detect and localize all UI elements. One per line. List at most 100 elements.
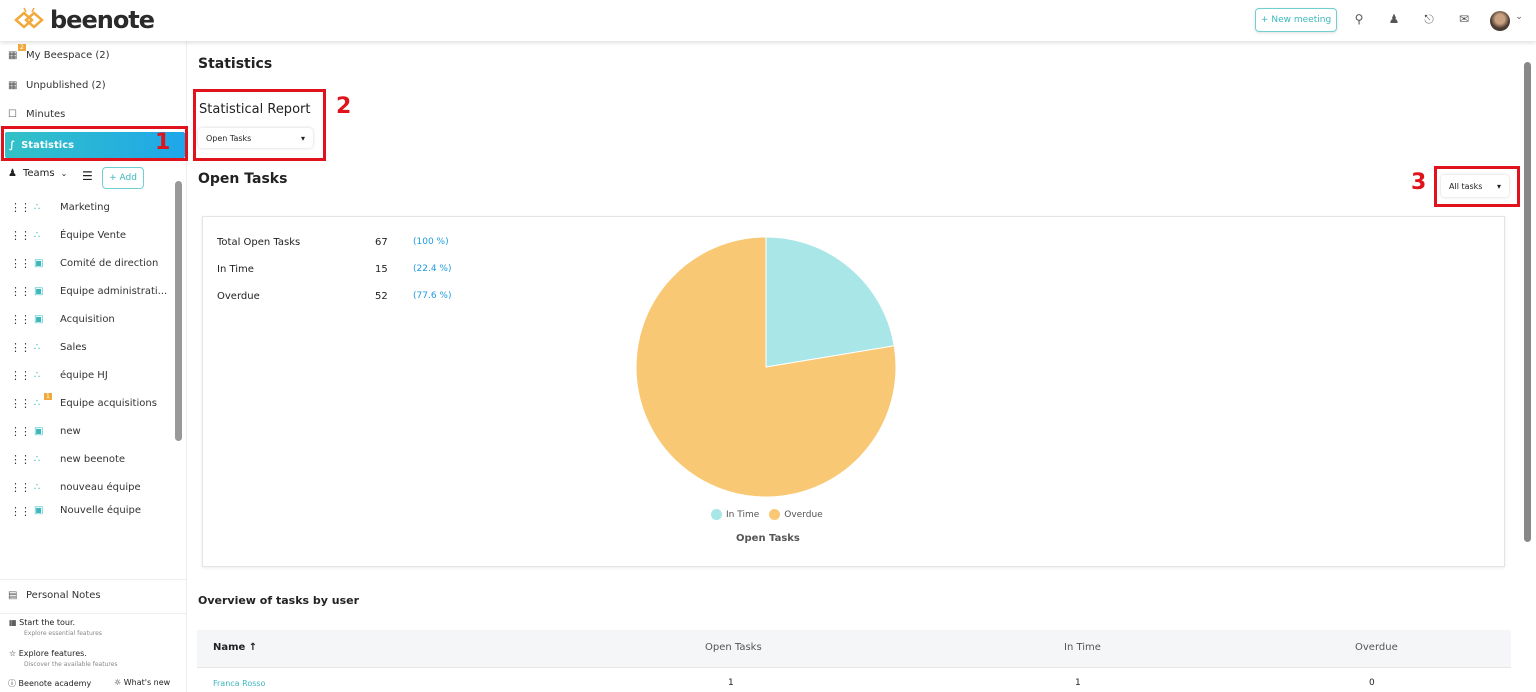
badge: 2 <box>18 44 26 51</box>
stat-value: 52 <box>375 291 388 302</box>
team-item[interactable]: ⋮⋮ ∴ équipe HJ <box>10 368 108 382</box>
stat-label: In Time <box>217 264 254 275</box>
add-team-button[interactable]: + Add <box>102 167 144 189</box>
calendar-icon: ▦ <box>8 80 18 91</box>
personal-notes[interactable]: ▤ Personal Notes <box>0 579 187 613</box>
whats-new-link[interactable]: ☼ What's new <box>114 678 171 687</box>
overview-title: Overview of tasks by user <box>198 594 360 607</box>
legend-in-time[interactable]: In Time <box>711 509 759 520</box>
caret-down-icon: ▾ <box>1496 181 1501 191</box>
team-item[interactable]: ⋮⋮ ∴ new beenote <box>10 452 126 466</box>
team-item[interactable]: ⋮⋮ ▣ new <box>10 424 81 438</box>
team-item[interactable]: ⋮⋮ ▣ Comité de direction <box>10 256 159 270</box>
col-in-time[interactable]: In Time <box>1064 642 1101 653</box>
team-item[interactable]: ⋮⋮ ∴ Marketing <box>10 200 110 214</box>
stat-percent: (22.4 %) <box>413 264 452 274</box>
pie-chart <box>635 236 897 498</box>
drag-handle-icon[interactable]: ⋮⋮ <box>10 424 31 438</box>
team-item[interactable]: ⋮⋮ ∴ Sales <box>10 340 87 354</box>
new-meeting-button[interactable]: + New meeting <box>1255 8 1337 32</box>
drag-handle-icon[interactable]: ⋮⋮ <box>10 200 31 214</box>
team-item[interactable]: ⋮⋮ ∴ Equipe acquisitions 1 <box>10 393 157 410</box>
help-icon: ⓘ <box>8 679 16 688</box>
drag-handle-icon[interactable]: ⋮⋮ <box>10 505 31 518</box>
group-icon: ∴ <box>34 201 41 213</box>
table-row: Franca Rosso 1 1 0 <box>197 669 1511 692</box>
bell-icon[interactable]: ⎋ <box>1424 12 1434 26</box>
annotation-number-3: 3 <box>1411 170 1427 195</box>
drag-handle-icon[interactable]: ⋮⋮ <box>10 396 31 410</box>
group-icon: ∴ <box>34 453 41 465</box>
drag-handle-icon[interactable]: ⋮⋮ <box>10 452 31 466</box>
team-item[interactable]: ⋮⋮ ∴ nouveau équipe <box>10 480 141 494</box>
group-icon: ∴ <box>34 397 41 409</box>
mail-icon[interactable]: ✉ <box>1458 12 1470 26</box>
report-select[interactable]: Open Tasks ▾ <box>198 128 313 148</box>
drag-handle-icon[interactable]: ⋮⋮ <box>10 340 31 354</box>
start-tour-link[interactable]: ▦ Start the tour. Explore essential featu… <box>9 618 102 637</box>
nav-statistics[interactable]: ∫ Statistics <box>5 132 185 158</box>
drag-handle-icon[interactable]: ⋮⋮ <box>10 256 31 270</box>
team-item[interactable]: ⋮⋮ ▣ Equipe administrati... <box>10 284 168 298</box>
col-overdue[interactable]: Overdue <box>1355 642 1398 653</box>
stat-row: Total Open Tasks 67 (100 %) <box>217 237 449 248</box>
stat-label: Total Open Tasks <box>217 237 301 248</box>
drag-handle-icon[interactable]: ⋮⋮ <box>10 284 31 298</box>
explore-features-link[interactable]: ☆ Explore features. Discover the availabl… <box>9 649 118 668</box>
table-header: Name ↑ Open Tasks In Time Overdue <box>197 630 1511 668</box>
section-title: Open Tasks <box>198 171 288 187</box>
teams-toggle[interactable]: ♟ Teams ⌄ <box>8 168 68 179</box>
cell-overdue: 0 <box>1369 678 1375 688</box>
group-icon: ∴ <box>34 369 41 381</box>
user-link[interactable]: Franca Rosso <box>213 679 266 688</box>
pie-slice-in-time[interactable] <box>765 236 895 368</box>
page-title: Statistics <box>198 56 273 72</box>
search-icon[interactable]: ⚲ <box>1354 12 1364 26</box>
stat-value: 67 <box>375 237 388 248</box>
nav-unpublished[interactable]: ▦ Unpublished (2) <box>8 80 106 91</box>
cell-open: 1 <box>728 678 734 688</box>
nav-my-beespace[interactable]: ▦ My Beespace (2) <box>8 50 110 61</box>
stat-row: Overdue 52 (77.6 %) <box>217 291 451 302</box>
annotation-box-1 <box>1 126 188 161</box>
legend-overdue[interactable]: Overdue <box>769 509 823 520</box>
chart-legend: In Time Overdue <box>711 509 823 520</box>
chevron-down-icon: ⌄ <box>60 169 68 178</box>
filter-sliders-icon[interactable]: ☰ <box>82 169 93 183</box>
briefcase-icon: ▣ <box>34 505 44 516</box>
chart-title: Open Tasks <box>736 533 800 544</box>
drag-handle-icon[interactable]: ⋮⋮ <box>10 228 31 242</box>
caret-down-icon: ▾ <box>300 133 305 143</box>
chevron-down-icon[interactable]: ⌄ <box>1515 12 1523 22</box>
pie-slice-overdue[interactable] <box>635 236 897 498</box>
annotation-box-2 <box>193 89 326 161</box>
drag-handle-icon[interactable]: ⋮⋮ <box>10 312 31 326</box>
task-filter-select[interactable]: All tasks ▾ <box>1441 175 1509 197</box>
team-item[interactable]: ⋮⋮ ▣ Acquisition <box>10 312 115 326</box>
sidebar-scrollbar[interactable] <box>175 181 182 441</box>
avatar[interactable] <box>1490 11 1510 31</box>
academy-link[interactable]: ⓘ Beenote academy <box>8 679 92 688</box>
nav-minutes[interactable]: ☐ Minutes <box>8 109 66 120</box>
badge: 1 <box>44 393 52 400</box>
help-section: ▦ Start the tour. Explore essential featu… <box>0 613 187 692</box>
col-name[interactable]: Name ↑ <box>213 642 258 653</box>
top-header: beenote + New meeting ⚲ ♟ ⎋ ✉ ⌄ <box>0 0 1536 41</box>
logo[interactable]: beenote <box>12 6 155 34</box>
col-open-tasks[interactable]: Open Tasks <box>705 642 762 653</box>
bee-logo-icon <box>14 7 44 29</box>
team-item[interactable]: ⋮⋮ ∴ Équipe Vente <box>10 228 127 242</box>
briefcase-icon: ▣ <box>34 257 44 269</box>
stat-percent: (77.6 %) <box>413 291 452 301</box>
group-icon: ∴ <box>34 341 41 353</box>
main-scrollbar[interactable] <box>1524 62 1531 542</box>
drag-handle-icon[interactable]: ⋮⋮ <box>10 480 31 494</box>
group-icon: ∴ <box>34 229 41 241</box>
stat-label: Overdue <box>217 291 260 302</box>
add-user-icon[interactable]: ♟ <box>1388 12 1400 26</box>
drag-handle-icon[interactable]: ⋮⋮ <box>10 368 31 382</box>
cell-in-time: 1 <box>1075 678 1081 688</box>
star-icon: ☆ <box>9 649 17 658</box>
team-item[interactable]: ⋮⋮ ▣ Nouvelle équipe <box>10 505 142 518</box>
group-icon: ∴ <box>34 481 41 493</box>
